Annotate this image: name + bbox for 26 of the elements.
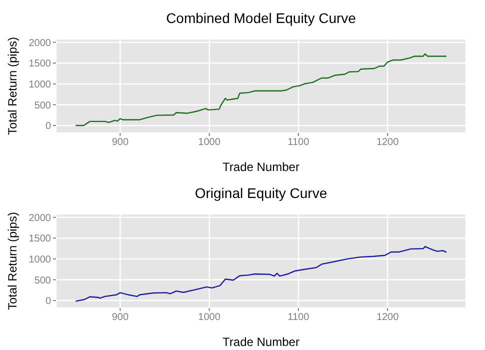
y-tick-label: 2000 [28,38,52,49]
x-axis-title: Trade Number [222,335,300,349]
y-tick-label: 2000 [28,212,52,224]
y-axis-title: Total Return (pips) [5,36,20,136]
x-tick-label: 1100 [288,137,310,148]
line-series [75,53,447,126]
y-tick-label: 0 [45,121,52,132]
y-tick-label: 500 [34,100,52,112]
x-tick-label: 900 [112,137,129,148]
y-tick-label: 1000 [28,79,52,90]
y-tick-label: 0 [45,296,52,308]
x-tick-label: 900 [112,312,129,324]
x-tick-label: 1100 [288,312,310,324]
line-series [75,246,447,302]
y-tick-label: 1000 [28,254,52,266]
x-axis-title: Trade Number [222,160,300,174]
chart-title: Original Equity Curve [194,185,328,201]
x-tick-label: 1200 [376,137,400,148]
x-tick-label: 1000 [198,137,221,148]
y-tick-label: 1500 [28,234,52,245]
x-tick-label: 1200 [376,312,400,324]
y-tick-label: 500 [34,275,52,286]
y-tick-label: 1500 [28,58,52,70]
x-tick-label: 1000 [198,312,221,324]
chart-title: Combined Model Equity Curve [166,10,356,26]
y-axis-title: Total Return (pips) [5,212,20,310]
